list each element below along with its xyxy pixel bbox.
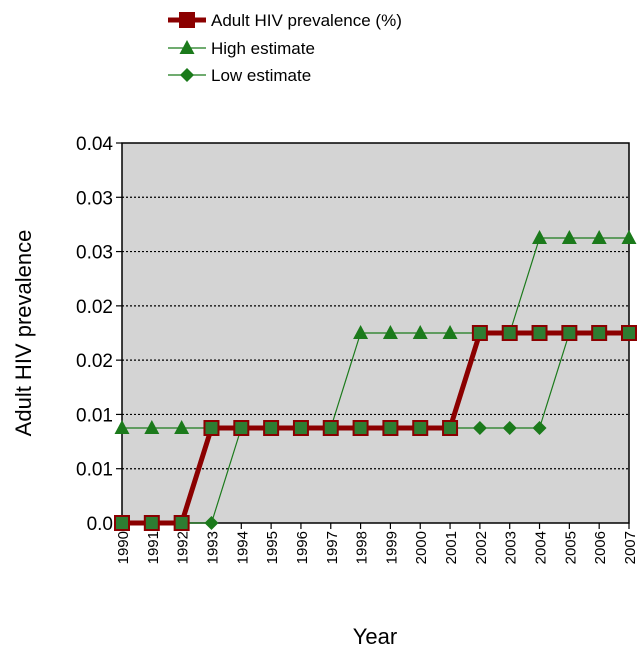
prevalence-point: [471, 325, 488, 341]
prevalence-point: [442, 420, 459, 436]
prevalence-point: [203, 420, 220, 436]
high-estimate-point: [591, 230, 607, 244]
x-tick-label: 1999: [383, 531, 400, 564]
low-estimate-point: [204, 516, 219, 530]
high-estimate-point: [114, 420, 130, 434]
x-tick-label: 2004: [533, 531, 550, 564]
high-estimate-point: [621, 230, 637, 244]
x-tick-label: 1995: [264, 531, 281, 564]
legend-label: Low estimate: [211, 66, 311, 85]
legend: Adult HIV prevalence (%) High estimate Low…: [168, 11, 402, 85]
y-tick-label: 0.03: [76, 188, 113, 209]
y-tick-label: 0.02: [76, 297, 113, 318]
prevalence-point: [382, 420, 399, 436]
x-tick-label: 1996: [294, 531, 311, 564]
legend-label: High estimate: [211, 39, 315, 58]
x-tick-label: 1993: [204, 531, 221, 564]
legend-marker: [179, 40, 195, 54]
prevalence-point: [263, 420, 280, 436]
prevalence-point: [412, 420, 429, 436]
prevalence-point: [352, 420, 369, 436]
prevalence-point: [114, 515, 130, 531]
x-tick-label: 2000: [413, 531, 430, 564]
prevalence-point: [561, 325, 578, 341]
legend-marker: [179, 12, 195, 28]
prevalence-point: [621, 325, 637, 341]
x-tick-label: 1991: [145, 531, 162, 564]
x-tick-label: 2001: [443, 531, 460, 564]
prevalence-point: [173, 515, 190, 531]
prevalence-point: [501, 325, 518, 341]
x-tick-labels: 1990 1991 1992 1993 1994 1995 1996 1997 1998 1999…: [115, 531, 637, 564]
x-tick-label: 2005: [562, 531, 579, 564]
high-estimate-point: [174, 420, 190, 434]
y-tick-label: 0.03: [76, 243, 113, 264]
high-estimate-point: [382, 325, 398, 339]
high-estimate-point: [532, 230, 548, 244]
x-tick-label: 1992: [175, 531, 192, 564]
legend-marker: [180, 68, 194, 82]
prevalence-point: [233, 420, 250, 436]
x-tick-label: 2006: [592, 531, 609, 564]
x-tick-label: 1990: [115, 531, 132, 564]
high-estimate-point: [412, 325, 428, 339]
y-tick-label: 0.04: [76, 134, 113, 155]
y-tick-label: 0.02: [76, 351, 113, 372]
legend-label: Adult HIV prevalence (%): [211, 11, 402, 30]
x-tick-label: 2007: [622, 531, 637, 564]
high-estimate-point: [353, 325, 369, 339]
prevalence-point: [292, 420, 309, 436]
y-tick-label: 0.0: [87, 514, 113, 535]
x-tick-label: 1997: [324, 531, 341, 564]
x-tick-label: 2003: [503, 531, 520, 564]
low-estimate-point: [502, 421, 517, 435]
y-axis-title: Adult HIV prevalence: [11, 230, 36, 437]
low-estimate-point: [472, 421, 487, 435]
prevalence-point: [143, 515, 160, 531]
high-estimate-point: [144, 420, 160, 434]
x-axis-title: Year: [353, 624, 397, 649]
y-tick-label: 0.01: [76, 460, 113, 481]
x-tick-label: 1998: [354, 531, 371, 564]
high-estimate-point: [561, 230, 577, 244]
x-tick-label: 2002: [473, 531, 490, 564]
prevalence-point: [322, 420, 339, 436]
low-estimate-point: [532, 421, 547, 435]
series-markers: [114, 230, 637, 531]
y-tick-labels: 0.0 0.01 0.01 0.02 0.02 0.03 0.03 0.04: [76, 134, 113, 535]
y-tick-label: 0.01: [76, 405, 113, 426]
x-tick-label: 1994: [234, 531, 251, 564]
high-estimate-point: [442, 325, 458, 339]
prevalence-point: [591, 325, 608, 341]
prevalence-point: [531, 325, 548, 341]
